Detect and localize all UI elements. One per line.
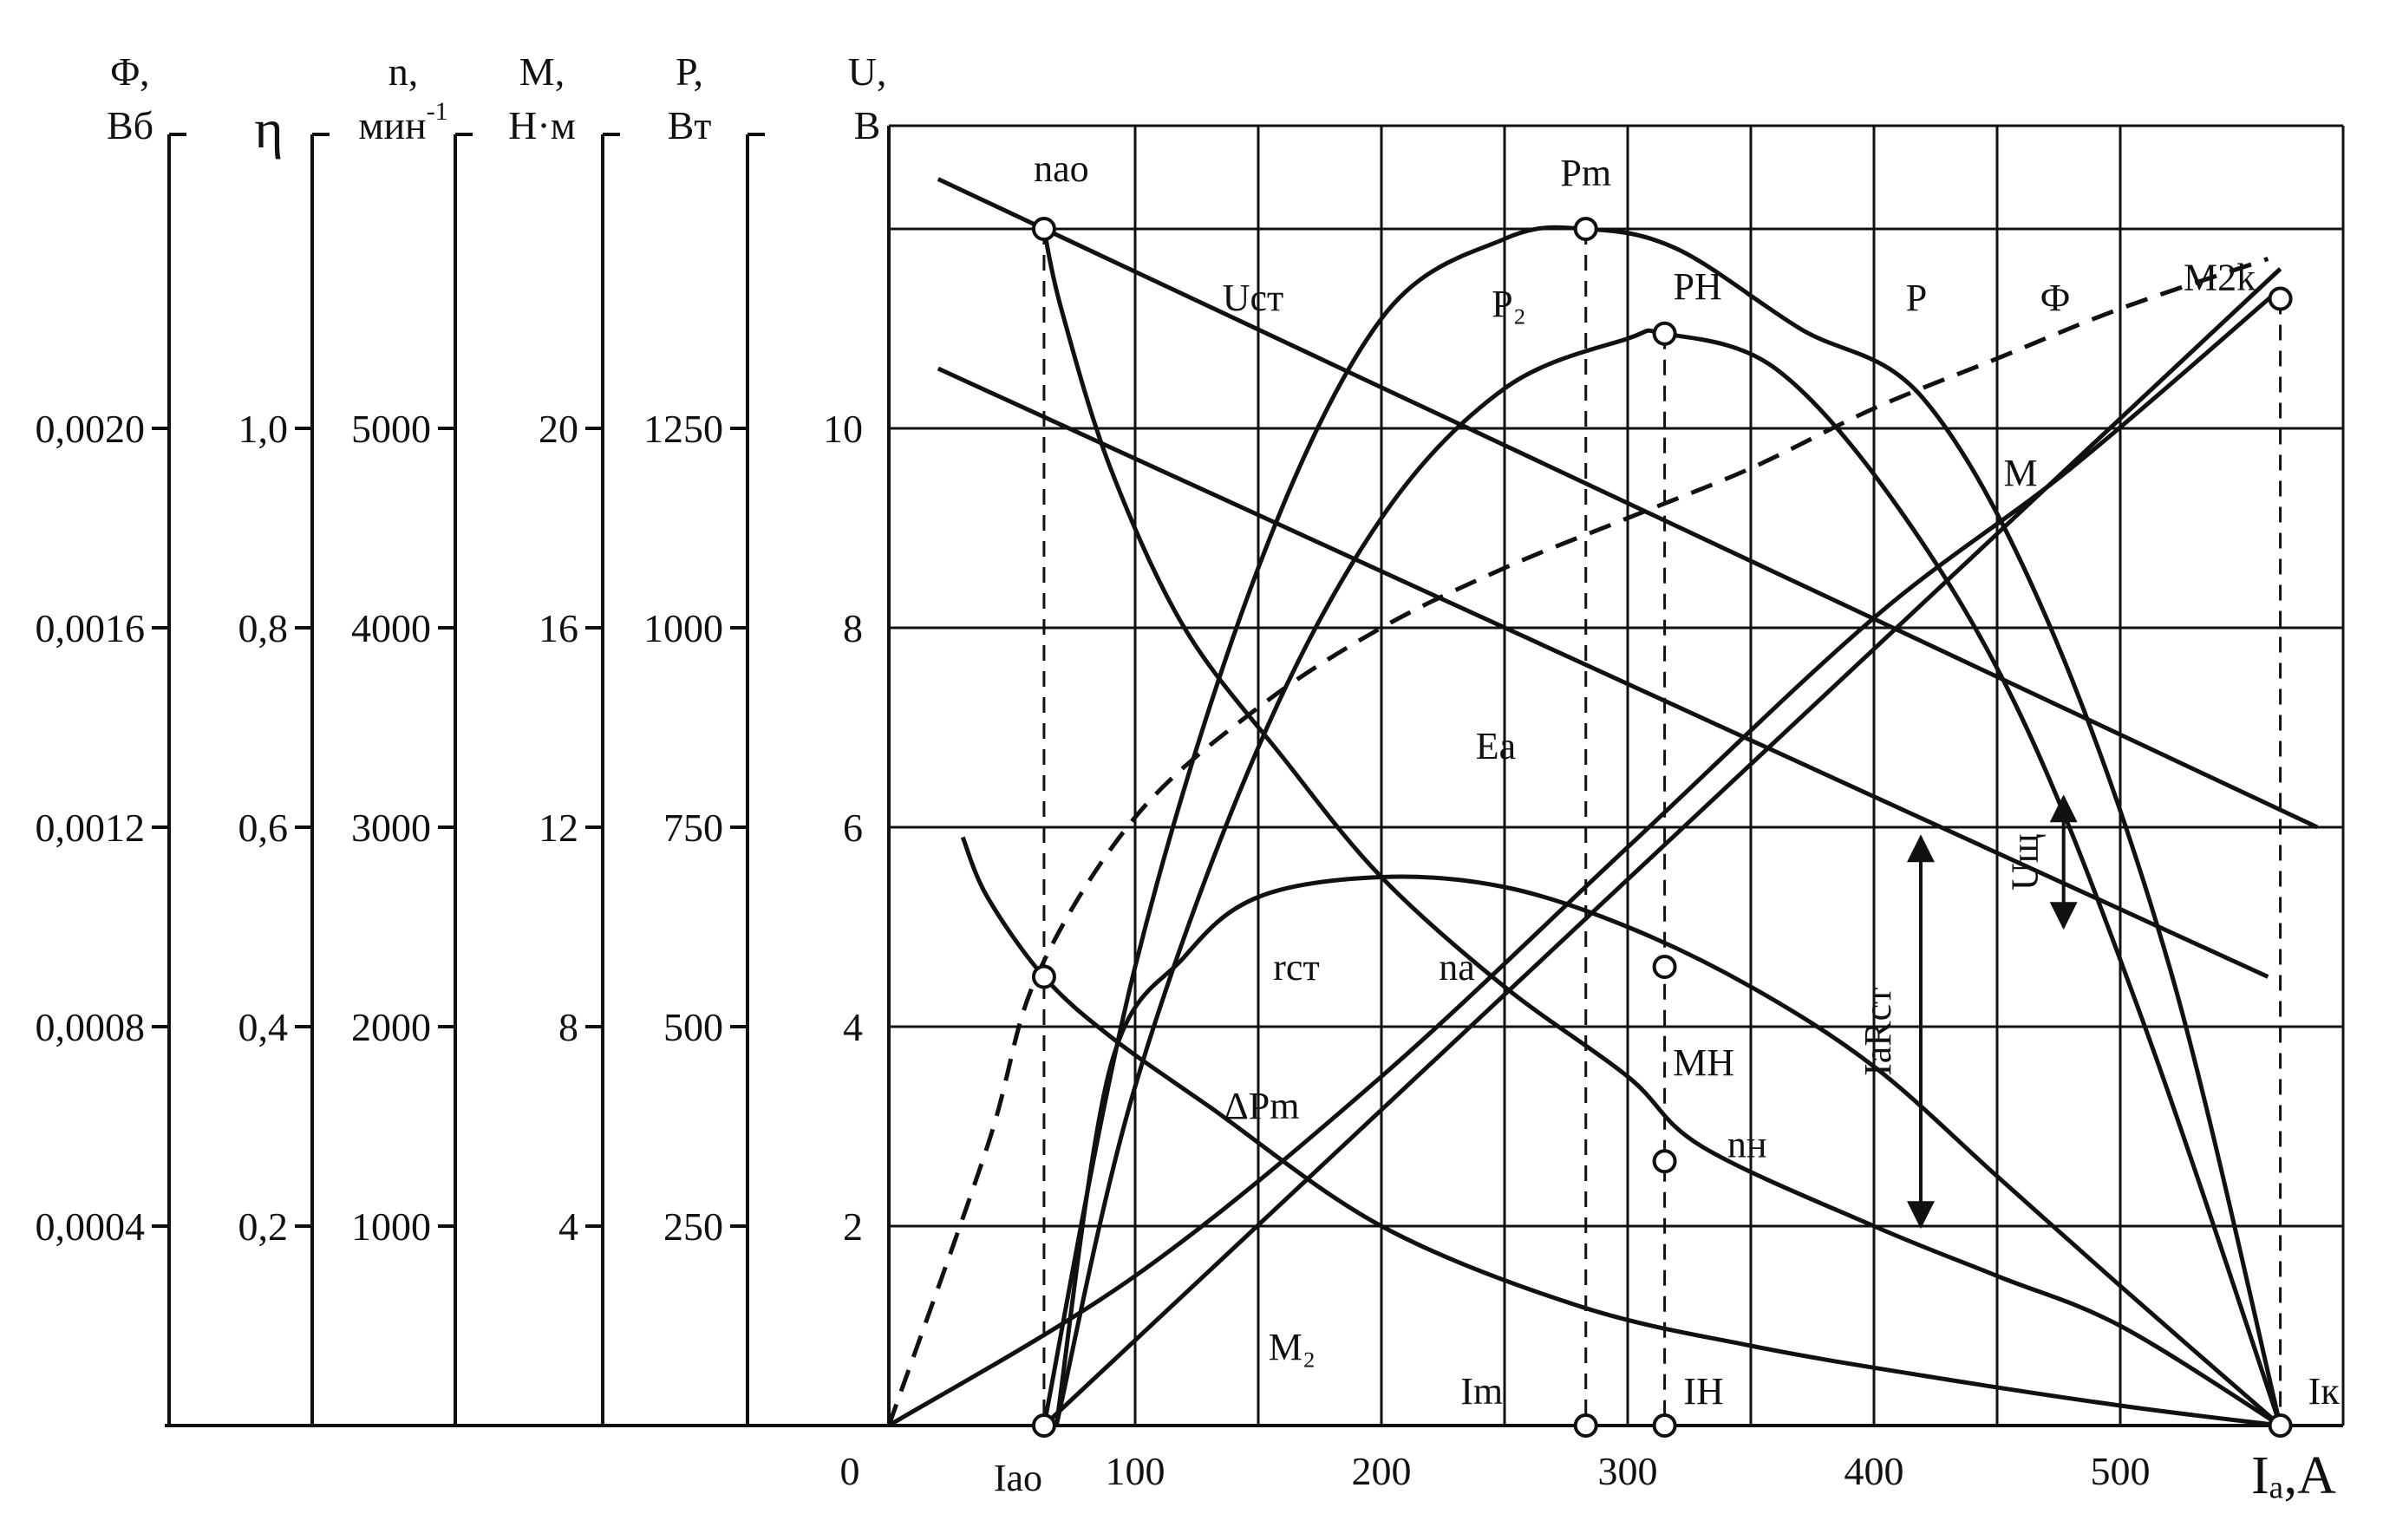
secondary-axis-name: M, bbox=[519, 49, 565, 94]
series-line bbox=[1041, 228, 2282, 1428]
point-label: M2k bbox=[2184, 257, 2256, 299]
point-marker bbox=[1652, 955, 1677, 979]
secondary-tick-label: 1,0 bbox=[238, 407, 289, 451]
secondary-axis-unit: мин-1 bbox=[358, 97, 447, 147]
secondary-tick-label: 250 bbox=[663, 1204, 723, 1249]
secondary-tick-label: 8 bbox=[558, 1005, 578, 1049]
secondary-tick-label: 0,6 bbox=[238, 806, 289, 850]
secondary-tick-label: 12 bbox=[539, 806, 578, 850]
point-label: Pm bbox=[1560, 152, 1611, 194]
series-line bbox=[1042, 267, 2282, 1427]
secondary-tick-label: 5000 bbox=[351, 407, 431, 451]
x-tick-label: 400 bbox=[1844, 1449, 1904, 1493]
point-label: PН bbox=[1673, 265, 1721, 308]
secondary-axis-unit: Вт bbox=[668, 103, 712, 147]
series-label: P₂ bbox=[1492, 283, 1526, 325]
point-label: MН bbox=[1673, 1041, 1734, 1084]
x-tick-label: 0 bbox=[840, 1449, 860, 1493]
secondary-tick-label: 0,0008 bbox=[36, 1005, 146, 1049]
secondary-tick-label: 0,0020 bbox=[36, 407, 146, 451]
series-label: ΔPm bbox=[1224, 1085, 1300, 1127]
series-line bbox=[937, 366, 2269, 979]
x-tick-label: 200 bbox=[1352, 1449, 1412, 1493]
axes bbox=[152, 133, 765, 1426]
point-marker bbox=[1031, 964, 1056, 989]
secondary-tick-label: 750 bbox=[663, 806, 723, 850]
secondary-tick-label: 1250 bbox=[643, 407, 723, 451]
secondary-tick-label: 0,0012 bbox=[36, 806, 146, 850]
secondary-tick-label: 16 bbox=[539, 606, 578, 650]
iarst-label: IaRст bbox=[1857, 988, 1899, 1076]
secondary-axis-unit: Вб bbox=[107, 103, 153, 147]
point-marker bbox=[1652, 321, 1677, 346]
curves bbox=[886, 177, 2319, 1428]
secondary-tick-label: 20 bbox=[539, 407, 578, 451]
series-label: M₂ bbox=[1269, 1326, 1316, 1368]
u-axis-name: U, bbox=[848, 49, 887, 94]
point-marker bbox=[1652, 1413, 1677, 1438]
point-label: Iк bbox=[2308, 1370, 2341, 1413]
point-marker bbox=[1573, 1413, 1598, 1438]
series-label: P bbox=[1906, 277, 1927, 319]
point-label: IН bbox=[1683, 1370, 1723, 1413]
secondary-tick-label: 0,0004 bbox=[36, 1204, 146, 1249]
point-marker bbox=[1573, 217, 1598, 241]
ush-label: Uщ bbox=[2004, 833, 2047, 891]
x-tick-label: 100 bbox=[1106, 1449, 1165, 1493]
point-label: nн bbox=[1727, 1123, 1767, 1165]
point-marker bbox=[2268, 1413, 2293, 1438]
secondary-axis-name: η bbox=[254, 98, 283, 160]
point-label: nао bbox=[1034, 147, 1089, 190]
series-label: rст bbox=[1273, 946, 1319, 989]
secondary-tick-label: 4 bbox=[558, 1204, 578, 1249]
point-label: Iао bbox=[994, 1457, 1042, 1499]
secondary-axis-name: P, bbox=[676, 49, 703, 94]
secondary-tick-label: 500 bbox=[663, 1005, 723, 1049]
secondary-tick-label: 0,4 bbox=[238, 1005, 289, 1049]
series-line bbox=[1054, 874, 2282, 1427]
secondary-tick-label: 0,0016 bbox=[36, 606, 146, 650]
series-label: Ф bbox=[2040, 277, 2071, 319]
series-label: M bbox=[2003, 452, 2037, 494]
series-label: Eа bbox=[1476, 725, 1516, 767]
secondary-tick-label: 4000 bbox=[351, 606, 431, 650]
secondary-axis-unit: Н·м bbox=[508, 103, 576, 147]
secondary-tick-label: 0,2 bbox=[238, 1204, 289, 1249]
u-tick-label: 6 bbox=[843, 806, 863, 850]
x-axis-label: Iₐ,A bbox=[2251, 1446, 2336, 1505]
grid bbox=[165, 124, 2345, 1427]
point-marker bbox=[1652, 1149, 1677, 1174]
secondary-axis-unit-sup: -1 bbox=[427, 97, 448, 126]
markers bbox=[1031, 217, 2293, 1438]
secondary-tick-label: 0,8 bbox=[238, 606, 289, 650]
secondary-tick-label: 3000 bbox=[351, 806, 431, 850]
u-axis-unit: B bbox=[854, 103, 881, 147]
secondary-tick-label: 1000 bbox=[643, 606, 723, 650]
u-tick-label: 10 bbox=[823, 407, 863, 451]
series-label: Uст bbox=[1223, 277, 1284, 319]
secondary-tick-label: 2000 bbox=[351, 1005, 431, 1049]
secondary-axis-name: Φ, bbox=[110, 49, 149, 94]
labels: 0 100 200 300 400 500 Iₐ,A U, B 2 4 6 8 10 Φ, Вб 0,0004 0… bbox=[36, 49, 2341, 1505]
series-line bbox=[887, 287, 2282, 1428]
secondary-axis-name: n, bbox=[388, 49, 419, 94]
point-marker bbox=[2268, 286, 2293, 311]
series-line bbox=[1041, 225, 2283, 1426]
x-tick-label: 300 bbox=[1598, 1449, 1658, 1493]
point-marker bbox=[1031, 217, 1056, 241]
x-tick-label: 500 bbox=[2091, 1449, 2151, 1493]
u-tick-label: 4 bbox=[843, 1005, 863, 1049]
point-marker bbox=[1031, 1413, 1056, 1438]
u-tick-label: 2 bbox=[843, 1204, 863, 1249]
series-line bbox=[1054, 328, 2282, 1426]
series-line bbox=[886, 257, 2269, 1426]
point-label: Im bbox=[1460, 1370, 1503, 1413]
series-label: nа bbox=[1439, 946, 1475, 989]
u-tick-label: 8 bbox=[843, 606, 863, 650]
secondary-tick-label: 1000 bbox=[351, 1204, 431, 1249]
